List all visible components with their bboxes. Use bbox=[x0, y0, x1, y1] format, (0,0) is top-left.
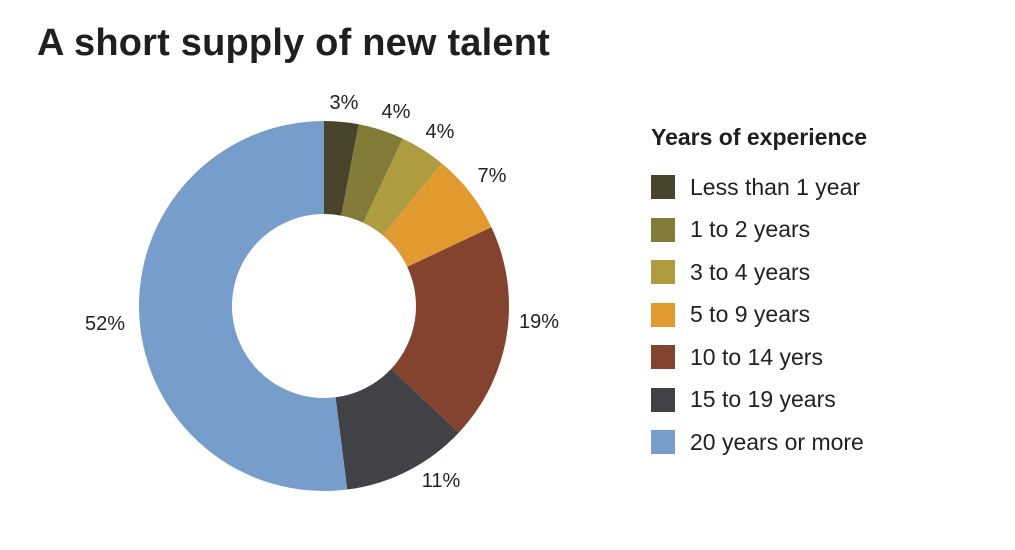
chart-title: A short supply of new talent bbox=[37, 22, 550, 64]
donut-slice-5-to-9-years bbox=[382, 163, 492, 267]
legend-label: Less than 1 year bbox=[690, 173, 861, 200]
legend-item-1-to-2-years: 1 to 2 years bbox=[651, 209, 867, 252]
donut-slices bbox=[139, 121, 509, 491]
donut-slice-less-than-1-year bbox=[324, 121, 359, 216]
legend-label: 10 to 14 yers bbox=[690, 343, 823, 370]
legend-item-3-to-4-years: 3 to 4 years bbox=[651, 251, 867, 294]
slice-percent-label: 4% bbox=[382, 101, 411, 123]
legend-swatch bbox=[651, 345, 675, 370]
slice-percent-label: 19% bbox=[519, 311, 559, 333]
donut-slice-3-to-4-years bbox=[363, 138, 442, 236]
slice-percent-label: 7% bbox=[478, 165, 507, 187]
donut-slice-15-to-19-years bbox=[335, 368, 459, 490]
slice-percent-label: 52% bbox=[85, 313, 125, 335]
donut-slice-1-to-2-years bbox=[341, 124, 403, 223]
legend-swatch bbox=[651, 430, 675, 455]
legend-label: 15 to 19 years bbox=[690, 386, 836, 413]
legend-label: 5 to 9 years bbox=[690, 301, 811, 328]
legend-label: 3 to 4 years bbox=[690, 258, 811, 285]
legend-item-less-than-1-year: Less than 1 year bbox=[651, 166, 867, 209]
donut-slice-20-years-or-more bbox=[139, 121, 348, 491]
legend-swatch bbox=[651, 387, 675, 412]
legend-label: 1 to 2 years bbox=[690, 216, 811, 243]
legend: Years of experience Less than 1 year 1 t… bbox=[651, 120, 867, 464]
legend-swatch bbox=[651, 217, 675, 242]
legend-title: Years of experience bbox=[651, 124, 868, 150]
slice-labels: 3% 4% 4% 7% 19% 11% 52% bbox=[85, 92, 559, 492]
donut-slice-10-to-14-yers bbox=[391, 227, 509, 433]
legend-swatch bbox=[651, 260, 675, 285]
slice-percent-label: 4% bbox=[426, 121, 455, 143]
slice-percent-label: 3% bbox=[330, 92, 359, 114]
legend-item-10-to-14-years: 10 to 14 yers bbox=[651, 336, 867, 379]
legend-swatch bbox=[651, 175, 675, 200]
legend-item-15-to-19-years: 15 to 19 years bbox=[651, 379, 867, 422]
legend-label: 20 years or more bbox=[690, 428, 864, 455]
legend-swatch bbox=[651, 302, 675, 327]
legend-item-20-years-or-more: 20 years or more bbox=[651, 421, 867, 464]
slice-percent-label: 11% bbox=[422, 470, 461, 492]
legend-item-5-to-9-years: 5 to 9 years bbox=[651, 294, 867, 337]
